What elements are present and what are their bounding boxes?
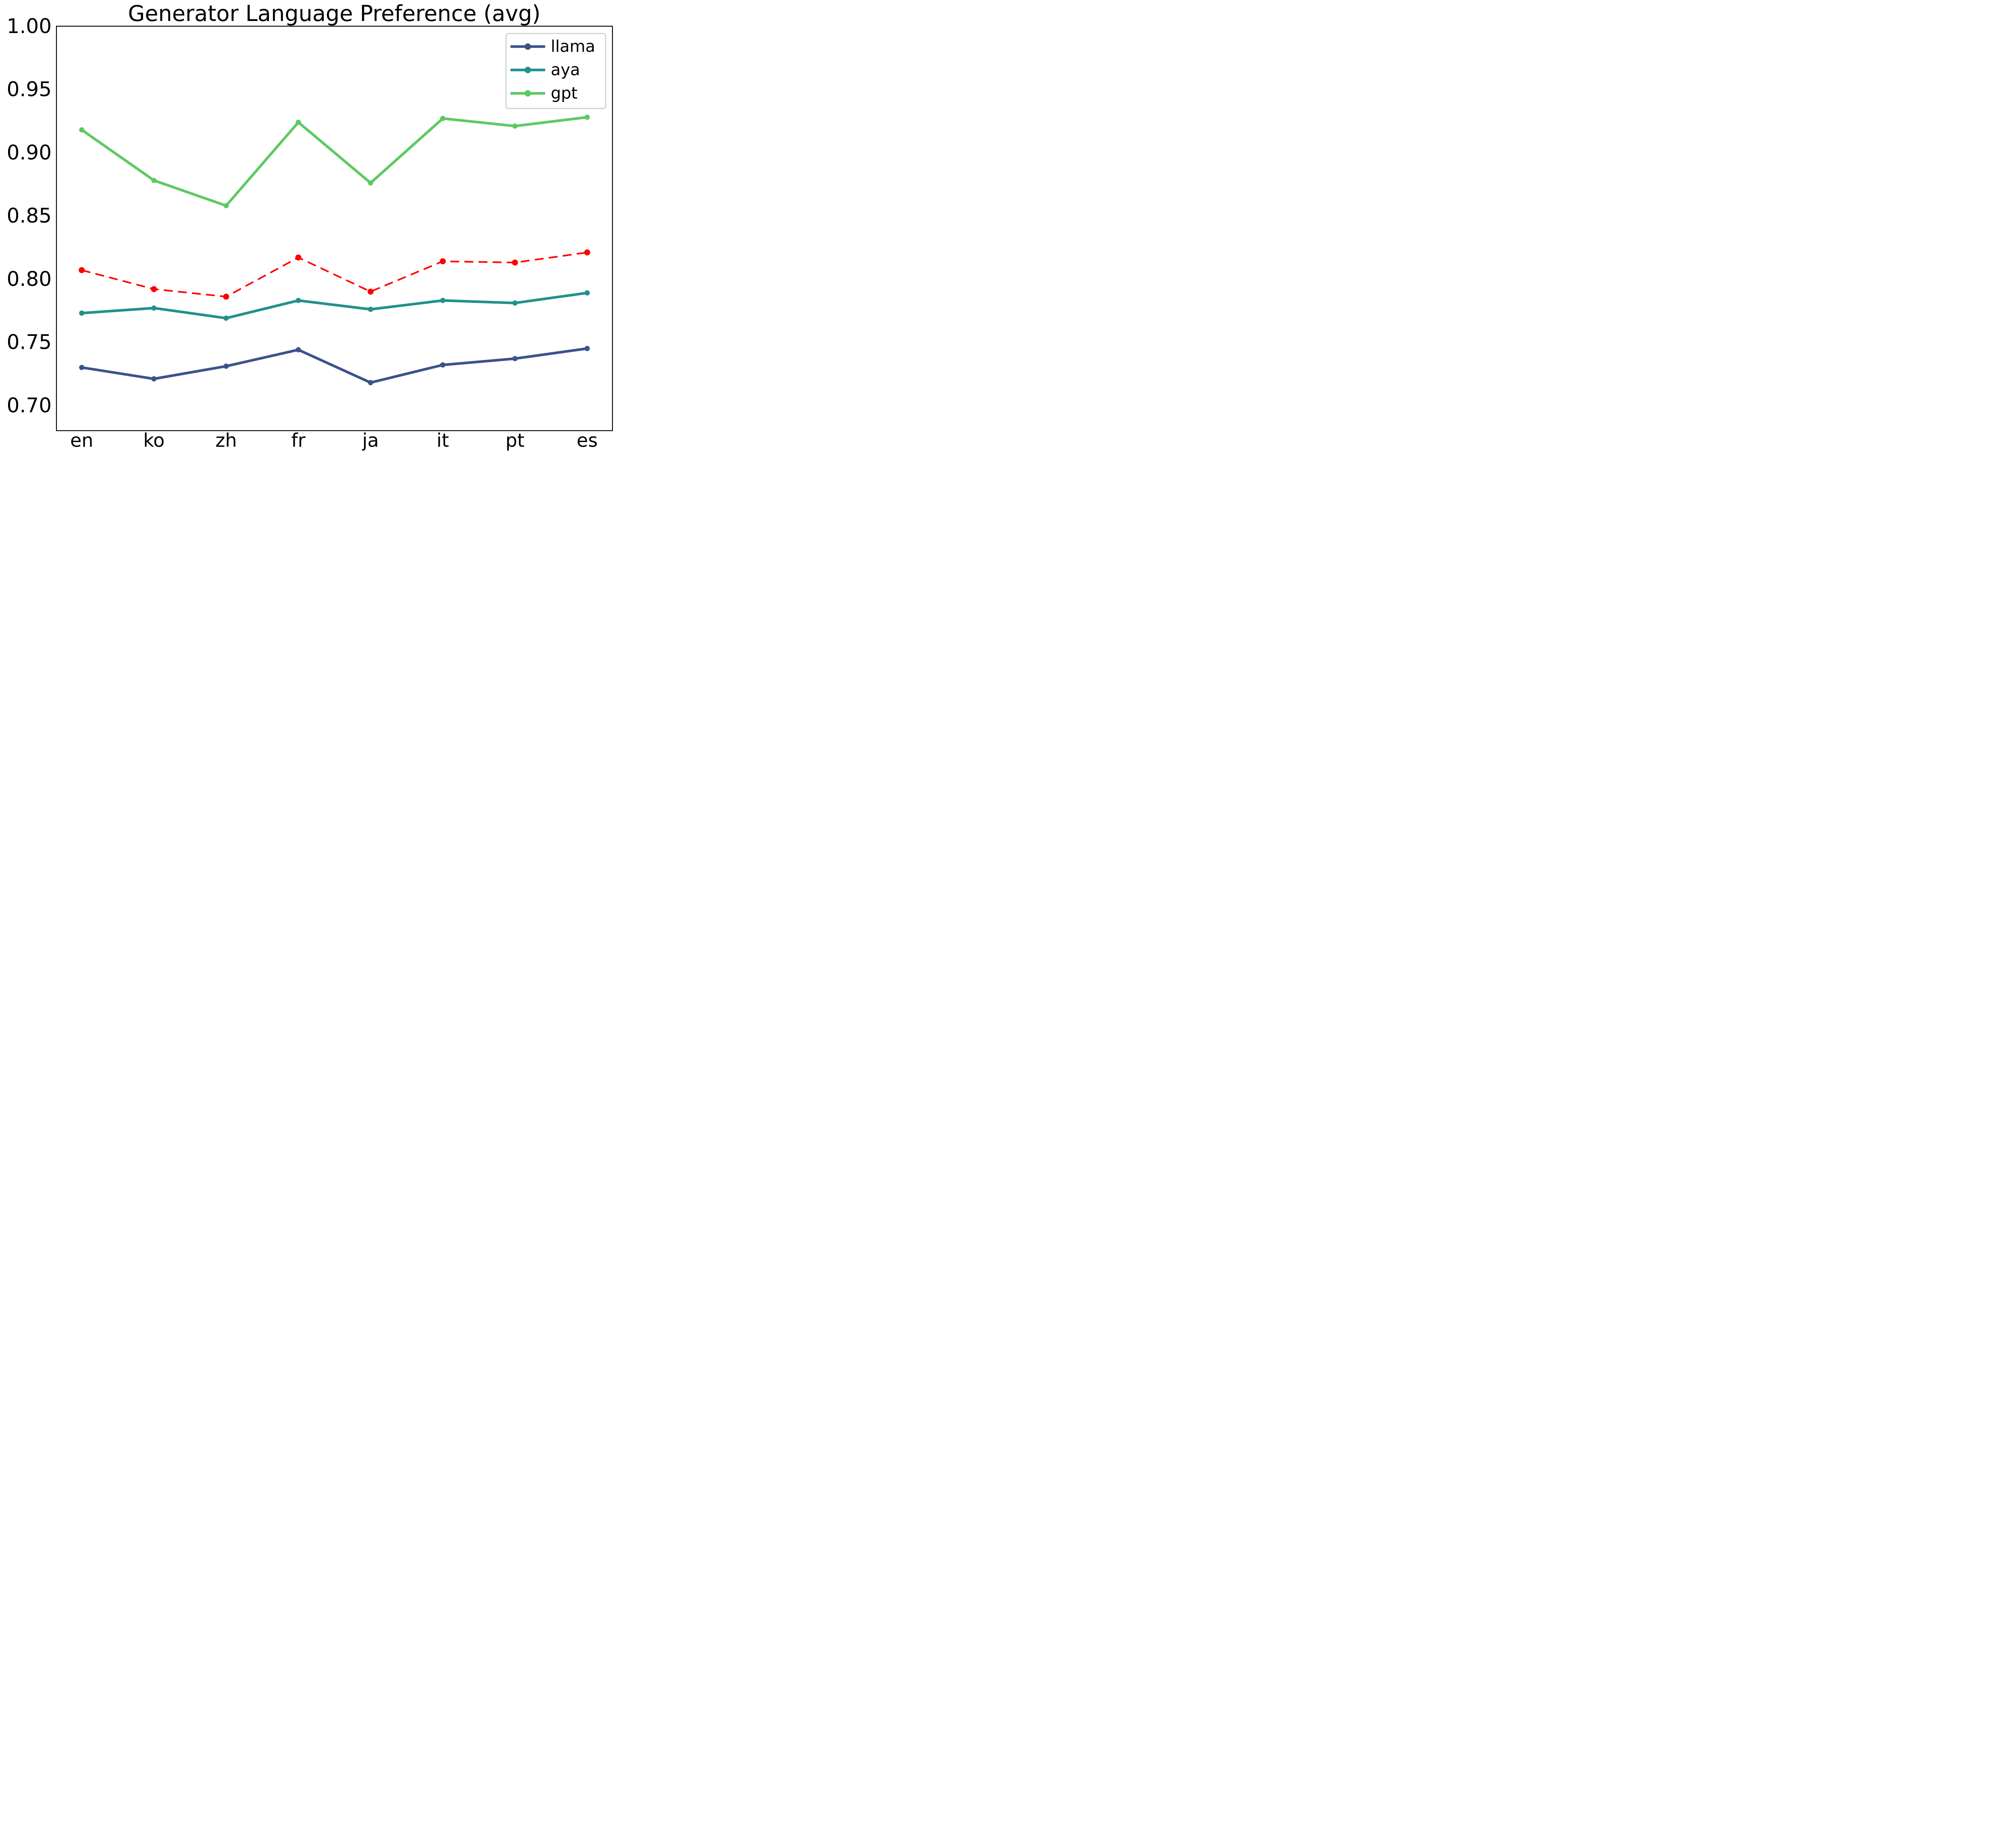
chart-title: Generator Language Preference (avg) [128, 1, 540, 26]
series-marker-aya-ko [151, 305, 157, 311]
y-tick-label-0.80: 0.80 [7, 267, 52, 291]
legend-box [505, 33, 606, 109]
series-marker-avg-pt [512, 259, 518, 266]
legend-swatch-marker-gpt [525, 90, 531, 97]
y-tick-label-0.95: 0.95 [7, 78, 52, 101]
plot-area: Generator Language Preference (avg) 1.00… [7, 1, 613, 451]
series-line-avg [81, 252, 587, 298]
series-marker-aya-es [584, 290, 590, 296]
series-line-aya [81, 292, 587, 320]
series-marker-avg-es [584, 249, 590, 256]
series-marker-llama-es [584, 346, 590, 351]
x-tick-label-en: en [70, 429, 93, 451]
legend-label-aya: aya [551, 61, 580, 79]
series-marker-llama-pt [512, 356, 518, 361]
series-marker-gpt-pt [512, 123, 518, 129]
series-line-llama [81, 347, 587, 384]
series-marker-gpt-ko [151, 177, 157, 183]
series-marker-aya-pt [512, 300, 518, 306]
series-line-gpt [81, 116, 587, 207]
legend-swatch-marker-aya [525, 67, 531, 73]
series-marker-avg-it [439, 258, 446, 265]
legend-swatch-marker-llama [525, 43, 531, 50]
x-tick-label-zh: zh [215, 429, 237, 451]
legend-label-gpt: gpt [551, 84, 577, 103]
series-marker-gpt-es [584, 115, 590, 120]
series-marker-aya-zh [223, 315, 229, 321]
series-marker-avg-fr [295, 254, 302, 261]
series-marker-llama-en [79, 365, 85, 370]
x-tick-label-es: es [577, 429, 598, 451]
series-marker-llama-fr [296, 347, 301, 352]
series-marker-avg-ja [367, 288, 374, 295]
x-tick-label-ko: ko [143, 429, 165, 451]
series-marker-gpt-fr [296, 119, 301, 125]
y-tick-label-0.70: 0.70 [7, 394, 52, 417]
series-marker-aya-en [79, 310, 85, 316]
y-tick-label-0.85: 0.85 [7, 204, 52, 227]
series-marker-llama-ko [151, 376, 157, 381]
chart-figure: Generator Language Preference (avg) 1.00… [0, 0, 617, 455]
x-tick-label-ja: ja [362, 429, 379, 451]
series-marker-llama-zh [223, 363, 229, 369]
legend-label-llama: llama [551, 38, 595, 56]
series-marker-gpt-zh [223, 203, 229, 208]
series-marker-aya-ja [368, 306, 373, 312]
series-marker-avg-ko [151, 286, 157, 292]
series-marker-avg-zh [223, 294, 229, 300]
series-marker-aya-fr [296, 298, 301, 303]
series-marker-gpt-en [79, 127, 85, 133]
series-marker-gpt-ja [368, 180, 373, 186]
y-tick-label-0.90: 0.90 [7, 141, 52, 164]
series-marker-avg-en [79, 267, 85, 273]
x-tick-label-it: it [437, 429, 449, 451]
x-tick-label-pt: pt [506, 429, 525, 451]
series-marker-gpt-it [440, 116, 446, 121]
x-tick-label-fr: fr [291, 429, 305, 451]
y-tick-label-0.75: 0.75 [7, 331, 52, 354]
series-marker-aya-it [440, 298, 446, 303]
y-tick-label-1.00: 1.00 [7, 15, 52, 38]
series-marker-llama-it [440, 362, 446, 368]
series-marker-llama-ja [368, 380, 373, 385]
